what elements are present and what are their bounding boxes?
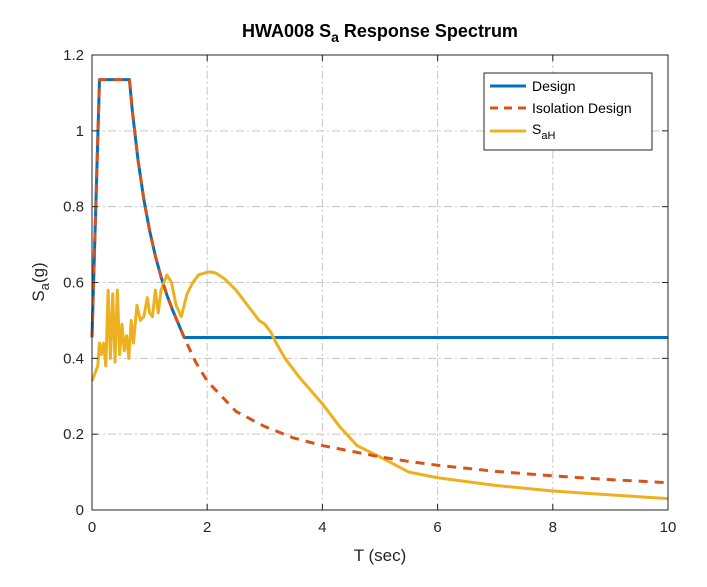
- x-tick-label-0: 0: [88, 519, 96, 536]
- series-line-isolation-design: [90, 78, 669, 485]
- y-tick-label-4: 0.8: [63, 199, 84, 216]
- x-axis-label: T (sec): [354, 546, 407, 565]
- y-tick-label-2: 0.4: [63, 350, 84, 367]
- y-axis-label: Sa(g): [29, 262, 52, 301]
- y-tick-label-1: 0.2: [63, 426, 84, 443]
- y-tick-label-0: 0: [76, 502, 84, 519]
- y-axis-label-main: S: [29, 290, 48, 301]
- legend-label-sah-main: S: [532, 121, 541, 137]
- y-tick-label-5: 1: [76, 123, 84, 140]
- chart-title-sub: a: [331, 29, 339, 45]
- legend-label-design: Design: [532, 78, 576, 94]
- x-tick-label-3: 6: [433, 519, 441, 536]
- y-tick-label-6: 1.2: [63, 47, 84, 64]
- y-axis-label-suffix: (g): [29, 262, 48, 283]
- x-tick-label-1: 2: [203, 519, 211, 536]
- chart-title-prefix: HWA008 S: [242, 21, 331, 41]
- legend-label-sah: SaH: [532, 121, 555, 142]
- chart-title-suffix: Response Spectrum: [339, 21, 518, 41]
- x-tick-label-5: 10: [660, 519, 677, 536]
- legend: Design Isolation Design SaH: [483, 72, 653, 151]
- series-line-sah: [90, 270, 669, 501]
- x-tick-label-4: 8: [549, 519, 557, 536]
- y-axis-label-sub: a: [37, 282, 52, 290]
- x-tick-label-2: 4: [318, 519, 326, 536]
- legend-label-sah-sub: aH: [541, 130, 555, 142]
- ticks: 0 2 4 6 8 10 0 0.2 0.4 0.6 0.8 1 1.2: [63, 47, 676, 536]
- legend-label-isolation-design: Isolation Design: [532, 100, 632, 116]
- y-tick-label-3: 0.6: [63, 275, 84, 292]
- chart-title: HWA008 Sa Response Spectrum: [242, 21, 518, 45]
- series-lines: [90, 78, 669, 501]
